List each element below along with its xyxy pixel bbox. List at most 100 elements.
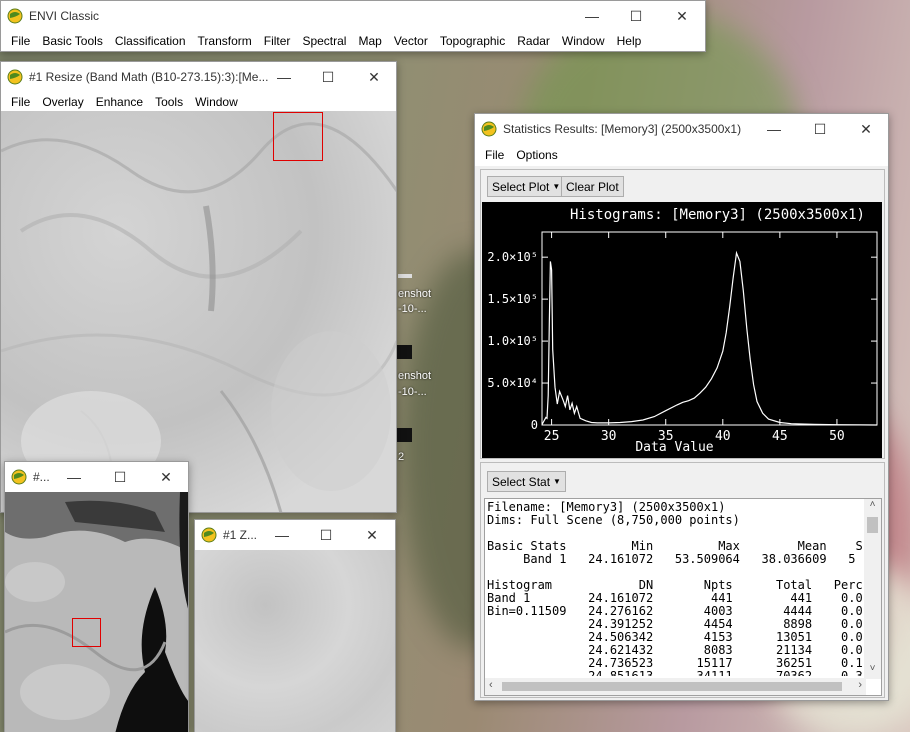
close-button[interactable]: ✕: [860, 120, 872, 137]
envi-globe-icon: [481, 121, 497, 137]
image-box-indicator[interactable]: [72, 618, 101, 647]
desktop-icon-2[interactable]: [396, 345, 412, 359]
envi-globe-icon: [11, 469, 27, 485]
menu-file[interactable]: File: [11, 34, 31, 48]
stats-text-line: Bin=0.11509 24.276162 4003 4444 0.0: [487, 604, 862, 618]
maximize-button[interactable]: ☐: [319, 526, 333, 543]
select-plot-button[interactable]: Select Plot ▼: [487, 176, 566, 197]
stats-text: Filename: [Memory3] (2500x3500x1) Dims: F…: [487, 501, 862, 676]
menu-window[interactable]: Window: [195, 95, 238, 109]
histogram-plot[interactable]: Histograms: [Memory3] (2500x3500x1) 25 30 3…: [482, 202, 882, 458]
scroll-canvas[interactable]: [5, 492, 188, 732]
terrain-texture: [1, 122, 396, 512]
stats-text-line: 24.506342 4153 13051 0.0: [487, 630, 862, 644]
scroll-window-title: #...: [33, 470, 50, 484]
stats-text-line: 24.391252 4454 8898 0.0: [487, 617, 862, 631]
menu-spectral[interactable]: Spectral: [302, 34, 347, 48]
desktop-icon-label: enshot: [398, 288, 432, 300]
maximize-button[interactable]: ☐: [113, 468, 127, 485]
stats-text-line: Filename: [Memory3] (2500x3500x1): [487, 501, 726, 514]
dropdown-arrow-icon: ▼: [552, 182, 561, 191]
stats-window-titlebar[interactable]: Statistics Results: [Memory3] (2500x3500…: [475, 114, 888, 144]
desktop-icon-label: -10-...: [398, 303, 427, 315]
scroll-right-icon[interactable]: ›: [858, 679, 862, 691]
clear-plot-button[interactable]: Clear Plot: [561, 176, 624, 197]
stats-text-line: Basic Stats Min Max Mean S: [487, 539, 862, 553]
dropdown-arrow-icon: ▼: [553, 477, 561, 486]
y-tick-label: 1.0×10⁵: [487, 334, 538, 348]
zoom-window-title: #1 Z...: [223, 528, 258, 542]
minimize-button[interactable]: —: [67, 469, 81, 485]
close-button[interactable]: ✕: [368, 68, 380, 85]
menu-help[interactable]: Help: [616, 34, 642, 48]
menu-vector[interactable]: Vector: [393, 34, 428, 48]
menu-file[interactable]: File: [485, 148, 505, 162]
close-button[interactable]: ✕: [366, 526, 378, 543]
menu-file[interactable]: File: [11, 95, 31, 109]
select-stat-button[interactable]: Select Stat ▼: [487, 471, 566, 492]
desktop-icon-label: -10-...: [398, 386, 427, 398]
x-tick-label: 40: [715, 429, 731, 444]
vertical-scrollbar[interactable]: ˄ ˅: [864, 499, 881, 679]
envi-main-titlebar[interactable]: ENVI Classic: [1, 1, 705, 31]
menu-overlay[interactable]: Overlay: [42, 95, 84, 109]
zoom-window-titlebar[interactable]: #1 Z...: [195, 520, 395, 550]
image-canvas[interactable]: [1, 111, 396, 512]
histogram-series-line: [541, 250, 877, 426]
menu-topographic[interactable]: Topographic: [439, 34, 506, 48]
stats-text-line: Histogram DN Npts Total Perc: [487, 578, 862, 592]
zoom-box-indicator[interactable]: [273, 112, 323, 161]
desktop-icon-3[interactable]: [396, 428, 412, 442]
stats-text-box[interactable]: Filename: [Memory3] (2500x3500x1) Dims: F…: [484, 498, 882, 696]
clear-plot-label: Clear Plot: [566, 179, 619, 194]
desktop-icon-label: enshot: [398, 370, 432, 382]
horizontal-scroll-thumb[interactable]: [502, 682, 842, 691]
menu-window[interactable]: Window: [561, 34, 605, 48]
stats-text-line: 24.851613 34111 70362 0.3: [487, 669, 862, 677]
scroll-thumb[interactable]: [867, 517, 878, 533]
scroll-up-icon[interactable]: ˄: [869, 499, 876, 510]
menu-basic-tools[interactable]: Basic Tools: [42, 34, 103, 48]
desktop-icon-1[interactable]: [398, 274, 412, 278]
stats-text-line: Band 1 24.161072 441 441 0.0: [487, 591, 862, 605]
image-window-titlebar[interactable]: #1 Resize (Band Math (B10-273.15):3):[Me…: [1, 62, 396, 92]
x-tick-label: 30: [601, 429, 617, 444]
zoom-window: #1 Z... — ☐ ✕: [194, 519, 396, 732]
image-window-menubar: File Overlay Enhance Tools Window: [1, 92, 396, 112]
stats-text-line: Band 1 24.161072 53.509064 38.036609 5: [487, 552, 856, 566]
close-button[interactable]: ✕: [160, 468, 172, 485]
maximize-button[interactable]: ☐: [629, 7, 643, 24]
horizontal-scrollbar[interactable]: ‹ ›: [485, 678, 866, 695]
minimize-button[interactable]: —: [767, 121, 781, 137]
menu-classification[interactable]: Classification: [114, 34, 186, 48]
envi-globe-icon: [201, 527, 217, 543]
maximize-button[interactable]: ☐: [813, 120, 827, 137]
y-tick-label: 1.5×10⁵: [487, 292, 538, 306]
select-stat-label: Select Stat: [492, 474, 551, 489]
overview-image: [5, 492, 188, 732]
menu-filter[interactable]: Filter: [263, 34, 291, 48]
desktop-icon-label: 2: [398, 451, 405, 463]
plot-pane: Select Plot ▼ Clear Plot Histograms: [Mem…: [480, 169, 885, 459]
minimize-button[interactable]: —: [277, 69, 291, 85]
stats-text-line: 24.621432 8083 21134 0.0: [487, 643, 862, 657]
menu-transform[interactable]: Transform: [197, 34, 252, 48]
scroll-window-titlebar[interactable]: #...: [5, 462, 188, 492]
zoom-canvas[interactable]: [195, 550, 395, 732]
menu-radar[interactable]: Radar: [517, 34, 550, 48]
close-button[interactable]: ✕: [676, 7, 688, 24]
menu-tools[interactable]: Tools: [155, 95, 184, 109]
menu-enhance[interactable]: Enhance: [95, 95, 144, 109]
plot-frame: [541, 231, 878, 426]
envi-main-menubar: File Basic Tools Classification Transfor…: [1, 31, 705, 51]
scroll-left-icon[interactable]: ‹: [489, 679, 493, 691]
menu-map[interactable]: Map: [358, 34, 382, 48]
stats-window-title: Statistics Results: [Memory3] (2500x3500…: [503, 122, 742, 136]
maximize-button[interactable]: ☐: [321, 68, 335, 85]
image-window-title: #1 Resize (Band Math (B10-273.15):3):[Me…: [29, 70, 269, 84]
scroll-down-icon[interactable]: ˅: [869, 663, 876, 674]
minimize-button[interactable]: —: [585, 8, 599, 24]
minimize-button[interactable]: —: [275, 527, 289, 543]
x-tick-label: 25: [544, 429, 560, 444]
menu-options[interactable]: Options: [516, 148, 558, 162]
